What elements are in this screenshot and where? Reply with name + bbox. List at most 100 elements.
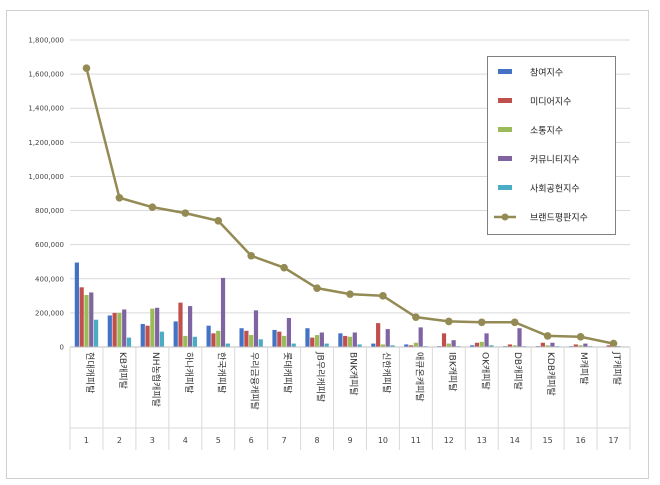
bar [550, 342, 555, 347]
bar [173, 321, 178, 347]
bar [418, 327, 423, 347]
y-tick-label: 1,600,000 [28, 71, 64, 79]
bar [272, 329, 277, 347]
bar [286, 318, 292, 347]
y-tick-label: 0 [60, 344, 64, 352]
bar [319, 332, 324, 347]
bar [517, 328, 522, 347]
bar [305, 328, 310, 347]
bar [507, 344, 513, 347]
bar [239, 328, 244, 347]
x-axis: 현대캐피탈 1 KB캐피탈 2 NH농협캐피탈 3 하나캐피탈 4 한국캐피탈 5 우리금융캐피탈 6… [69, 346, 631, 450]
rank-label: 10 [378, 436, 388, 445]
bar [470, 345, 475, 347]
bar [253, 310, 259, 347]
bar [112, 312, 117, 347]
legend-swatch [498, 185, 512, 190]
category-label: 우리금융캐피탈 [249, 352, 260, 410]
bar [291, 343, 296, 347]
bar [606, 345, 611, 347]
category-label: JB우리캐피탈 [315, 351, 326, 402]
category-label: KB캐피탈 [117, 352, 128, 389]
rank-label: 17 [608, 436, 618, 445]
bar [451, 340, 456, 347]
y-tick-label: 400,000 [35, 275, 64, 283]
line-point [543, 332, 552, 340]
bar [178, 302, 183, 347]
category-label: 롯데캐피탈 [282, 352, 293, 393]
legend-label: 커뮤니티지수 [530, 155, 580, 166]
line-point [148, 203, 157, 211]
y-tick-label: 1,800,000 [28, 37, 64, 45]
category-label: 현대캐피탈 [84, 352, 95, 393]
category-label: OK캐피탈 [479, 352, 490, 390]
legend-swatch-marker [501, 213, 509, 221]
y-tick-label: 600,000 [35, 241, 64, 249]
bar [380, 344, 386, 347]
category-label: 애큐온캐피탈 [413, 352, 424, 402]
line-point [412, 313, 420, 321]
bar [140, 323, 145, 347]
category-label: JT캐피탈 [611, 351, 622, 385]
category-label: 한국캐피탈 [216, 352, 227, 393]
category-label: KDB캐피탈 [545, 352, 556, 396]
y-axis-ticks: 0 200,000 400,000 600,000 800,000 1,000,000 1,… [28, 37, 64, 352]
legend-label: 사회공헌지수 [530, 184, 580, 195]
bar [446, 343, 451, 347]
legend-swatch [498, 156, 512, 161]
category-label: DB캐피탈 [512, 352, 523, 390]
bar [84, 294, 89, 347]
bar [385, 329, 390, 347]
bar [282, 335, 287, 347]
bar [249, 335, 254, 347]
bar [211, 333, 216, 347]
bar [390, 345, 395, 347]
bar [578, 345, 583, 347]
bar [413, 342, 418, 347]
bar [145, 325, 150, 347]
bar [489, 345, 494, 347]
y-tick-label: 200,000 [35, 309, 64, 317]
y-tick-label: 1,000,000 [28, 173, 64, 181]
rank-label: 11 [411, 436, 421, 445]
line-point [82, 64, 91, 72]
rank-label: 14 [510, 436, 520, 445]
bar [583, 343, 588, 347]
category-label: NH농협캐피탈 [150, 352, 162, 407]
legend-label: 참여지수 [530, 67, 563, 79]
legend-swatch [498, 127, 512, 132]
rank-label: 15 [543, 436, 553, 445]
line-point [477, 318, 486, 327]
bar [347, 336, 353, 347]
bar [220, 277, 226, 347]
bar [93, 319, 99, 347]
bar [216, 330, 221, 347]
bar [277, 331, 282, 347]
rank-label: 6 [249, 436, 254, 445]
rank-label: 7 [282, 436, 287, 445]
line-point [280, 263, 288, 272]
bar [408, 345, 414, 347]
bar [79, 287, 84, 347]
bar [192, 336, 197, 347]
line-point [346, 290, 354, 298]
bar [484, 333, 489, 347]
y-tick-label: 800,000 [35, 207, 64, 215]
category-label: BNK캐피탈 [348, 352, 359, 396]
rank-label: 16 [575, 436, 585, 445]
bar [573, 344, 578, 347]
rank-label: 9 [347, 436, 352, 445]
line-series [82, 64, 618, 348]
bar [74, 262, 79, 347]
line-point [247, 251, 255, 260]
bar [258, 339, 263, 347]
bar [371, 343, 376, 347]
bar [479, 341, 484, 347]
rank-label: 13 [477, 436, 487, 445]
line-point [379, 292, 387, 300]
legend-box [487, 56, 616, 235]
bar [225, 343, 230, 347]
category-label: 신한캐피탈 [380, 352, 391, 393]
